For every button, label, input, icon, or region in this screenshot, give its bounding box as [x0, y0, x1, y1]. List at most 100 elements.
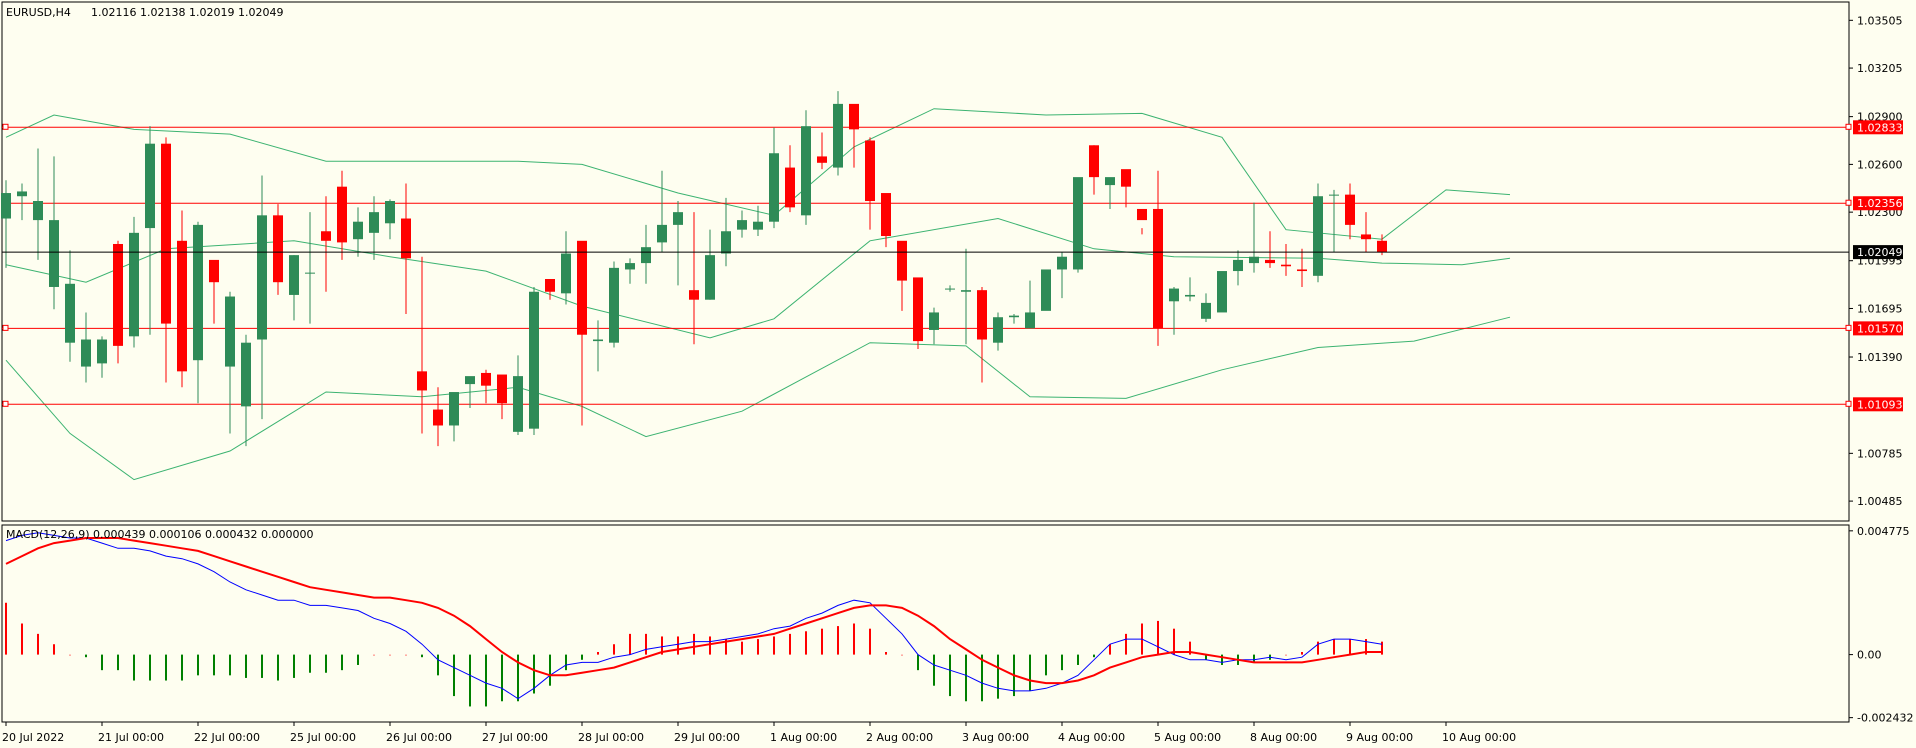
time-tick-label: 21 Jul 00:00 — [98, 731, 164, 744]
bull-candle-body — [529, 291, 539, 429]
candlestick-series — [1, 91, 1387, 447]
current-price-label: 1.02049 — [1857, 246, 1903, 259]
bull-candle-body — [673, 212, 683, 225]
bull-candle-body — [129, 232, 139, 337]
bear-candle-body — [1361, 234, 1371, 240]
price-axis: 1.035051.032051.029001.026001.023001.019… — [1849, 14, 1903, 508]
bull-candle-body — [1329, 194, 1339, 196]
bull-candle-body — [705, 255, 715, 300]
bull-candle-body — [49, 220, 59, 287]
bull-candle-body — [721, 231, 731, 254]
bull-candle-body — [257, 215, 267, 340]
bear-candle-body — [1297, 269, 1307, 272]
time-tick-label: 8 Aug 00:00 — [1250, 731, 1317, 744]
macd-main-line — [5, 532, 1383, 700]
bear-candle-body — [417, 371, 427, 391]
price-tick-label: 1.03205 — [1857, 62, 1903, 75]
bull-candle-body — [1041, 269, 1051, 311]
bull-candle-body — [1105, 177, 1115, 186]
bear-candle-body — [913, 277, 923, 342]
bear-candle-body — [1281, 264, 1291, 267]
bull-candle-body — [17, 191, 27, 197]
price-level-anchor — [1845, 324, 1852, 331]
bull-candle-body — [385, 201, 395, 224]
price-level-label: 1.01570 — [1857, 322, 1903, 335]
bull-candle-body — [1073, 177, 1083, 270]
price-level-label-bg — [1853, 196, 1903, 211]
price-tick-label: 1.03505 — [1857, 14, 1903, 27]
time-tick-label: 2 Aug 00:00 — [866, 731, 933, 744]
bull-candle-body — [1249, 256, 1259, 264]
macd-lines — [5, 532, 1383, 700]
bear-candle-body — [321, 231, 331, 241]
time-tick-label: 20 Jul 2022 — [2, 731, 64, 744]
bear-candle-body — [1377, 240, 1387, 252]
macd-tick-label: -0.002432 — [1857, 712, 1913, 725]
time-tick-label: 25 Jul 00:00 — [290, 731, 356, 744]
bull-candle-body — [929, 312, 939, 330]
bull-candle-body — [1009, 315, 1019, 318]
price-level-label-bg — [1853, 120, 1903, 135]
price-level-anchor — [2, 324, 9, 331]
bull-candle-body — [561, 253, 571, 294]
bear-candle-body — [1121, 169, 1131, 187]
bull-candle-body — [465, 376, 475, 385]
price-level-anchor — [2, 123, 9, 130]
time-tick-label: 9 Aug 00:00 — [1346, 731, 1413, 744]
bull-candle-body — [65, 283, 75, 343]
price-level-label-bg — [1853, 321, 1903, 336]
bear-candle-body — [545, 279, 555, 292]
bull-candle-body — [33, 201, 43, 221]
price-level-label: 1.02356 — [1857, 197, 1903, 210]
bull-candle-body — [993, 317, 1003, 343]
bull-candle-body — [353, 221, 363, 240]
bear-candle-body — [977, 290, 987, 340]
bollinger-middle-band — [5, 217, 1511, 339]
bear-candle-body — [849, 103, 859, 130]
macd-axis: 0.004775 0.00 -0.002432 — [1849, 525, 1913, 725]
price-tick-label: 1.02600 — [1857, 158, 1903, 171]
bull-candle-body — [1201, 302, 1211, 319]
macd-signal-line — [5, 537, 1382, 685]
bull-candle-body — [769, 153, 779, 222]
price-line-labels: 1.02833 1.02356 1.01570 1.01093 1.02049 — [1853, 120, 1903, 412]
bear-candle-body — [161, 143, 171, 324]
bear-candle-body — [817, 156, 827, 163]
bull-candle-body — [289, 255, 299, 295]
price-level-label: 1.02833 — [1857, 121, 1903, 134]
bull-candle-body — [641, 247, 651, 264]
bear-candle-body — [481, 372, 491, 386]
bear-candle-body — [113, 243, 123, 346]
bull-candle-body — [737, 220, 747, 230]
bear-candle-body — [1137, 208, 1147, 221]
macd-pane-frame — [1, 524, 1850, 723]
current-price-label-bg — [1853, 245, 1903, 260]
bull-candle-body — [1057, 256, 1067, 270]
time-tick-label: 29 Jul 00:00 — [674, 731, 740, 744]
bear-candle-body — [785, 167, 795, 208]
bull-candle-body — [593, 339, 603, 342]
bear-candle-body — [337, 186, 347, 243]
price-tick-label: 1.01390 — [1857, 351, 1903, 364]
time-tick-label: 27 Jul 00:00 — [482, 731, 548, 744]
bull-candle-body — [145, 143, 155, 229]
bull-candle-body — [801, 126, 811, 216]
price-level-label-bg — [1853, 397, 1903, 412]
time-axis: 20 Jul 2022 21 Jul 00:00 22 Jul 00:00 25 Ju… — [2, 722, 1516, 744]
bull-candle-body — [241, 342, 251, 407]
price-level-anchor — [1845, 199, 1852, 206]
chart-symbol-header: EURUSD,H4 — [6, 6, 71, 19]
price-tick-label: 1.00485 — [1857, 495, 1903, 508]
bear-candle-body — [497, 374, 507, 404]
bull-candle-body — [97, 339, 107, 364]
bear-candle-body — [897, 240, 907, 281]
bull-candle-body — [305, 272, 315, 274]
time-tick-label: 1 Aug 00:00 — [770, 731, 837, 744]
bear-candle-body — [1345, 194, 1355, 225]
time-tick-label: 10 Aug 00:00 — [1442, 731, 1516, 744]
bull-candle-body — [1217, 271, 1227, 313]
bear-candle-body — [209, 259, 219, 283]
bull-candle-body — [1233, 259, 1243, 272]
price-tick-label: 1.00785 — [1857, 447, 1903, 460]
